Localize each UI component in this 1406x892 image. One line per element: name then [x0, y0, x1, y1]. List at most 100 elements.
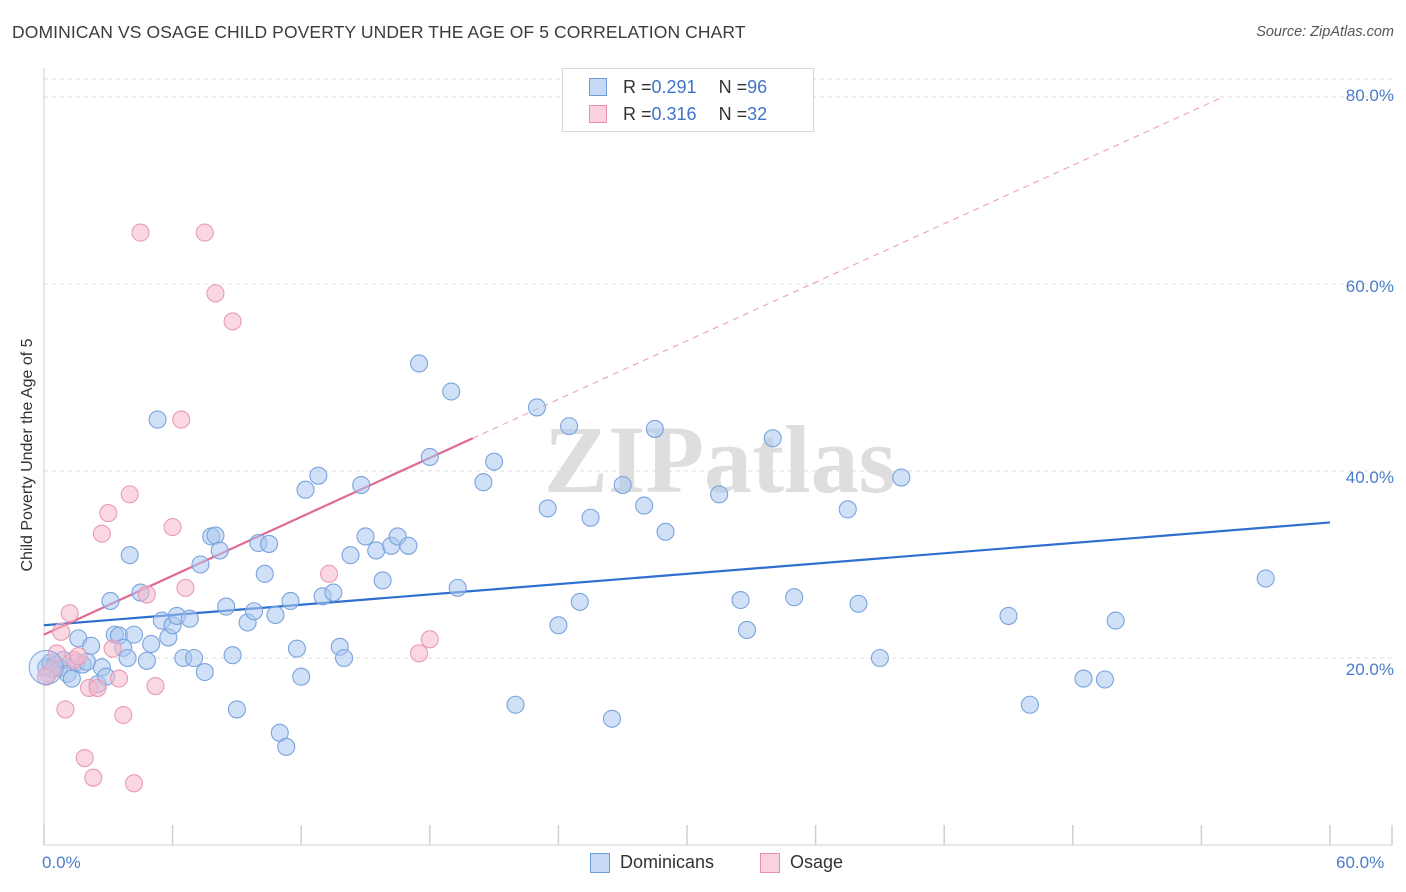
dominicans-point-45	[259, 534, 279, 553]
dominicans-point-65	[399, 536, 418, 555]
r-label: R =	[623, 76, 652, 97]
osage-point-3	[52, 622, 71, 641]
osage-point-11	[88, 678, 107, 697]
r-value: 0.316	[651, 103, 697, 124]
dominicans-point-19	[118, 648, 137, 668]
dominicans-cluster-point	[28, 649, 64, 685]
dominicans-point-97	[1106, 611, 1125, 630]
dominicans-point-24	[142, 634, 161, 654]
dominicans-point-66	[410, 354, 429, 373]
osage-point-28	[320, 564, 339, 583]
dominicans-point-72	[506, 695, 525, 714]
osage-point-21	[146, 676, 165, 696]
dominicans-swatch	[590, 852, 610, 873]
dominicans-point-85	[731, 590, 750, 610]
osage-point-17	[120, 485, 139, 504]
dominicans-point-53	[309, 466, 328, 485]
legend-label: Dominicans	[620, 852, 715, 872]
dominicans-point-48	[277, 737, 296, 756]
dominicans-point-79	[602, 709, 622, 728]
dominicans-point-67	[420, 447, 439, 467]
osage-point-18	[124, 774, 144, 793]
dominicans-point-96	[1095, 670, 1114, 689]
osage-point-10	[84, 768, 103, 787]
dominicans-point-39	[223, 646, 242, 665]
osage-swatch	[589, 105, 607, 123]
legend-row-dominicans: R = 0.291 N = 96	[589, 75, 767, 99]
data-points	[28, 223, 1275, 793]
y-tick-label-80: 80.0%	[1345, 86, 1394, 105]
dominicans-point-98	[1256, 569, 1275, 588]
source-label: Source: ZipAtlas.com	[1256, 24, 1394, 40]
n-label: N =	[718, 103, 748, 124]
dominicans-point-34	[195, 662, 214, 682]
dominicans-point-57	[335, 648, 354, 668]
dominicans-point-74	[538, 499, 557, 518]
x-tick-label-min: 0.0%	[42, 853, 81, 872]
dominicans-point-44	[255, 564, 274, 583]
dominicans-point-75	[549, 616, 568, 635]
osage-point-20	[137, 585, 156, 604]
dominicans-point-31	[180, 609, 199, 628]
dominicans-point-94	[1020, 695, 1039, 714]
osage-point-14	[103, 639, 122, 658]
dominicans-point-91	[870, 648, 889, 668]
dominicans-point-70	[474, 473, 493, 492]
dominicans-point-92	[892, 468, 911, 487]
dominicans-point-11	[82, 636, 101, 655]
trend-lines	[43, 96, 1331, 636]
n-value: 96	[747, 76, 768, 97]
osage-trend-extension	[472, 96, 1224, 439]
dominicans-point-21	[124, 625, 144, 644]
legend-item-osage: Osage	[760, 852, 843, 873]
osage-point-2	[47, 644, 66, 663]
chart-title: DOMINICAN VS OSAGE CHILD POVERTY UNDER T…	[12, 22, 746, 42]
dominicans-point-90	[849, 594, 868, 613]
osage-point-31	[37, 667, 56, 686]
y-tick-label-40: 40.0%	[1345, 468, 1394, 487]
osage-point-30	[420, 630, 439, 649]
dominicans-point-51	[292, 667, 311, 686]
legend-row-osage: R = 0.316 N = 32	[589, 102, 767, 126]
y-tick-label-20: 20.0%	[1345, 660, 1394, 679]
osage-point-13	[99, 504, 118, 523]
dominicans-point-77	[570, 592, 589, 611]
osage-swatch	[760, 852, 780, 873]
osage-point-12	[92, 524, 111, 543]
legend-label: Osage	[790, 852, 844, 872]
dominicans-point-76	[560, 417, 579, 436]
osage-point-27	[223, 312, 242, 331]
dominicans-point-15	[101, 591, 120, 611]
dominicans-point-23	[137, 651, 156, 670]
dominicans-point-46	[266, 605, 285, 625]
dominicans-point-25	[148, 410, 167, 429]
dominicans-point-58	[341, 546, 360, 565]
n-value: 32	[747, 103, 768, 124]
r-label: R =	[623, 103, 652, 124]
dominicans-point-88	[785, 588, 804, 607]
y-axis-label: Child Poverty Under the Age of 5	[19, 338, 36, 572]
dominicans-point-6	[62, 669, 81, 688]
y-tick-label-60: 60.0%	[1345, 277, 1394, 296]
osage-point-19	[131, 223, 150, 242]
osage-point-5	[60, 604, 79, 623]
n-label: N =	[718, 76, 748, 97]
dominicans-point-49	[281, 591, 300, 611]
dominicans-point-59	[352, 475, 371, 495]
dominicans-point-84	[710, 485, 729, 504]
dominicans-point-73	[527, 398, 547, 417]
correlation-legend: R = 0.291 N = 96 R = 0.316 N = 32	[562, 68, 814, 132]
osage-point-4	[56, 700, 75, 719]
legend-item-dominicans: Dominicans	[590, 852, 714, 873]
dominicans-point-93	[999, 606, 1018, 625]
dominicans-point-50	[287, 639, 306, 658]
dominicans-point-61	[367, 541, 386, 560]
osage-point-23	[172, 410, 191, 429]
dominicans-point-95	[1074, 669, 1093, 688]
dominicans-point-38	[217, 597, 236, 616]
osage-point-29	[410, 644, 429, 663]
osage-point-24	[176, 578, 195, 597]
dominicans-point-52	[296, 480, 315, 499]
dominicans-swatch	[589, 78, 607, 96]
